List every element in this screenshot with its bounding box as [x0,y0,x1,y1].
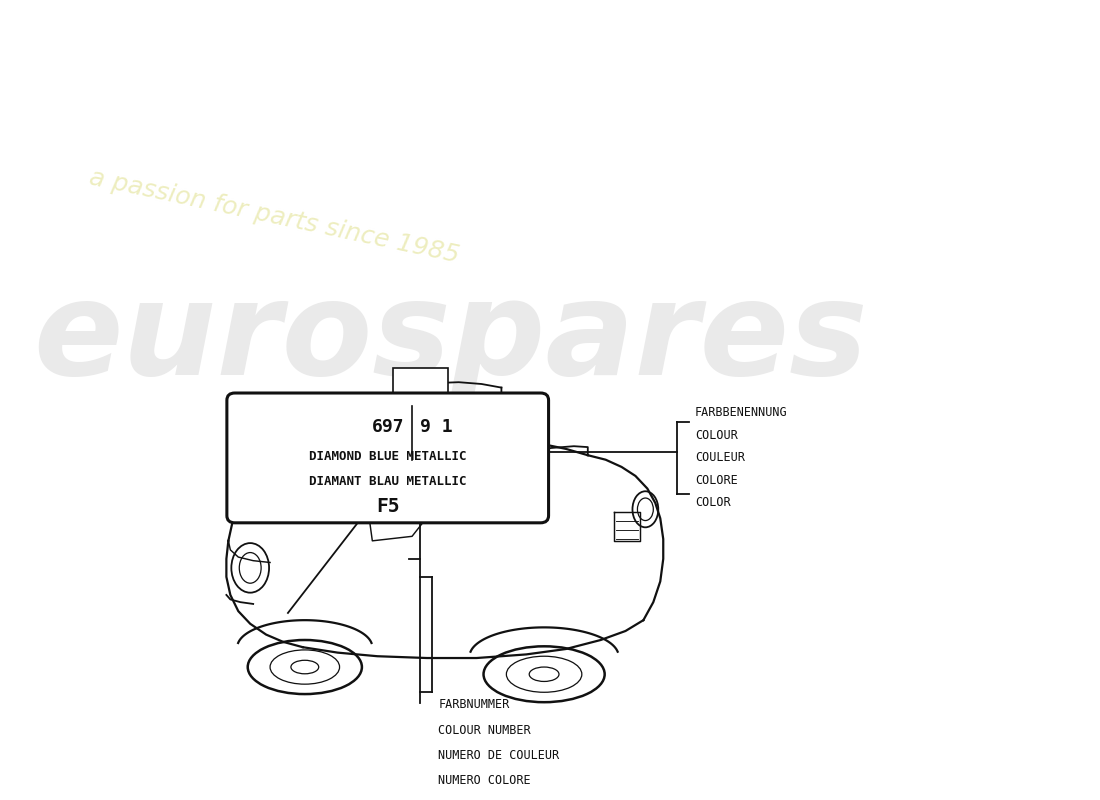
Text: 697: 697 [372,418,404,436]
Text: COLOUR NUMBER: COLOUR NUMBER [439,724,531,737]
Text: F5: F5 [376,497,399,516]
FancyBboxPatch shape [227,393,549,523]
Text: DIAMANT BLAU METALLIC: DIAMANT BLAU METALLIC [309,475,466,488]
Text: a passion for parts since 1985: a passion for parts since 1985 [87,166,462,267]
Text: NUMERO DE COULEUR: NUMERO DE COULEUR [439,749,560,762]
Text: COULEUR: COULEUR [695,451,745,465]
Bar [393,368,448,400]
Text: eurospares: eurospares [33,275,868,402]
Text: 9 1: 9 1 [420,418,453,436]
Text: FARBBENENNUNG: FARBBENENNUNG [695,406,788,419]
Text: COLOUR: COLOUR [695,429,738,442]
Text: FARBNUMMER: FARBNUMMER [439,698,509,711]
Text: COLOR: COLOR [695,497,730,510]
Text: NUMERO COLORE: NUMERO COLORE [439,774,531,787]
Text: COLORE: COLORE [695,474,738,487]
Text: DIAMOND BLUE METALLIC: DIAMOND BLUE METALLIC [309,450,466,462]
